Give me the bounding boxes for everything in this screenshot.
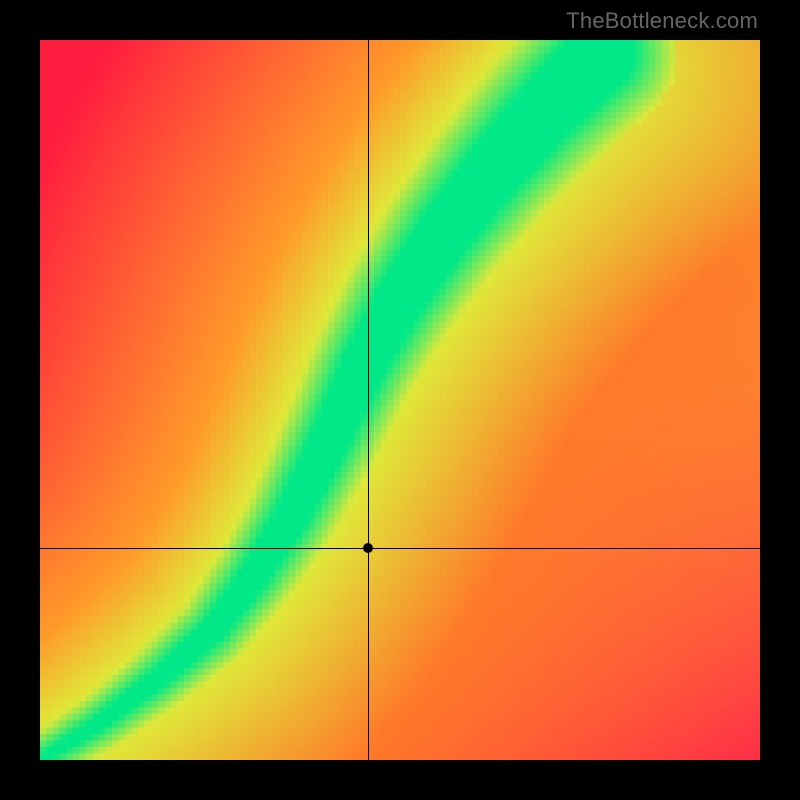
watermark-text: TheBottleneck.com bbox=[566, 8, 758, 34]
data-point bbox=[363, 543, 373, 553]
heatmap-plot bbox=[40, 40, 760, 760]
crosshair-vertical bbox=[368, 40, 369, 760]
heatmap-canvas bbox=[40, 40, 760, 760]
chart-container: TheBottleneck.com bbox=[0, 0, 800, 800]
crosshair-horizontal bbox=[40, 548, 760, 549]
